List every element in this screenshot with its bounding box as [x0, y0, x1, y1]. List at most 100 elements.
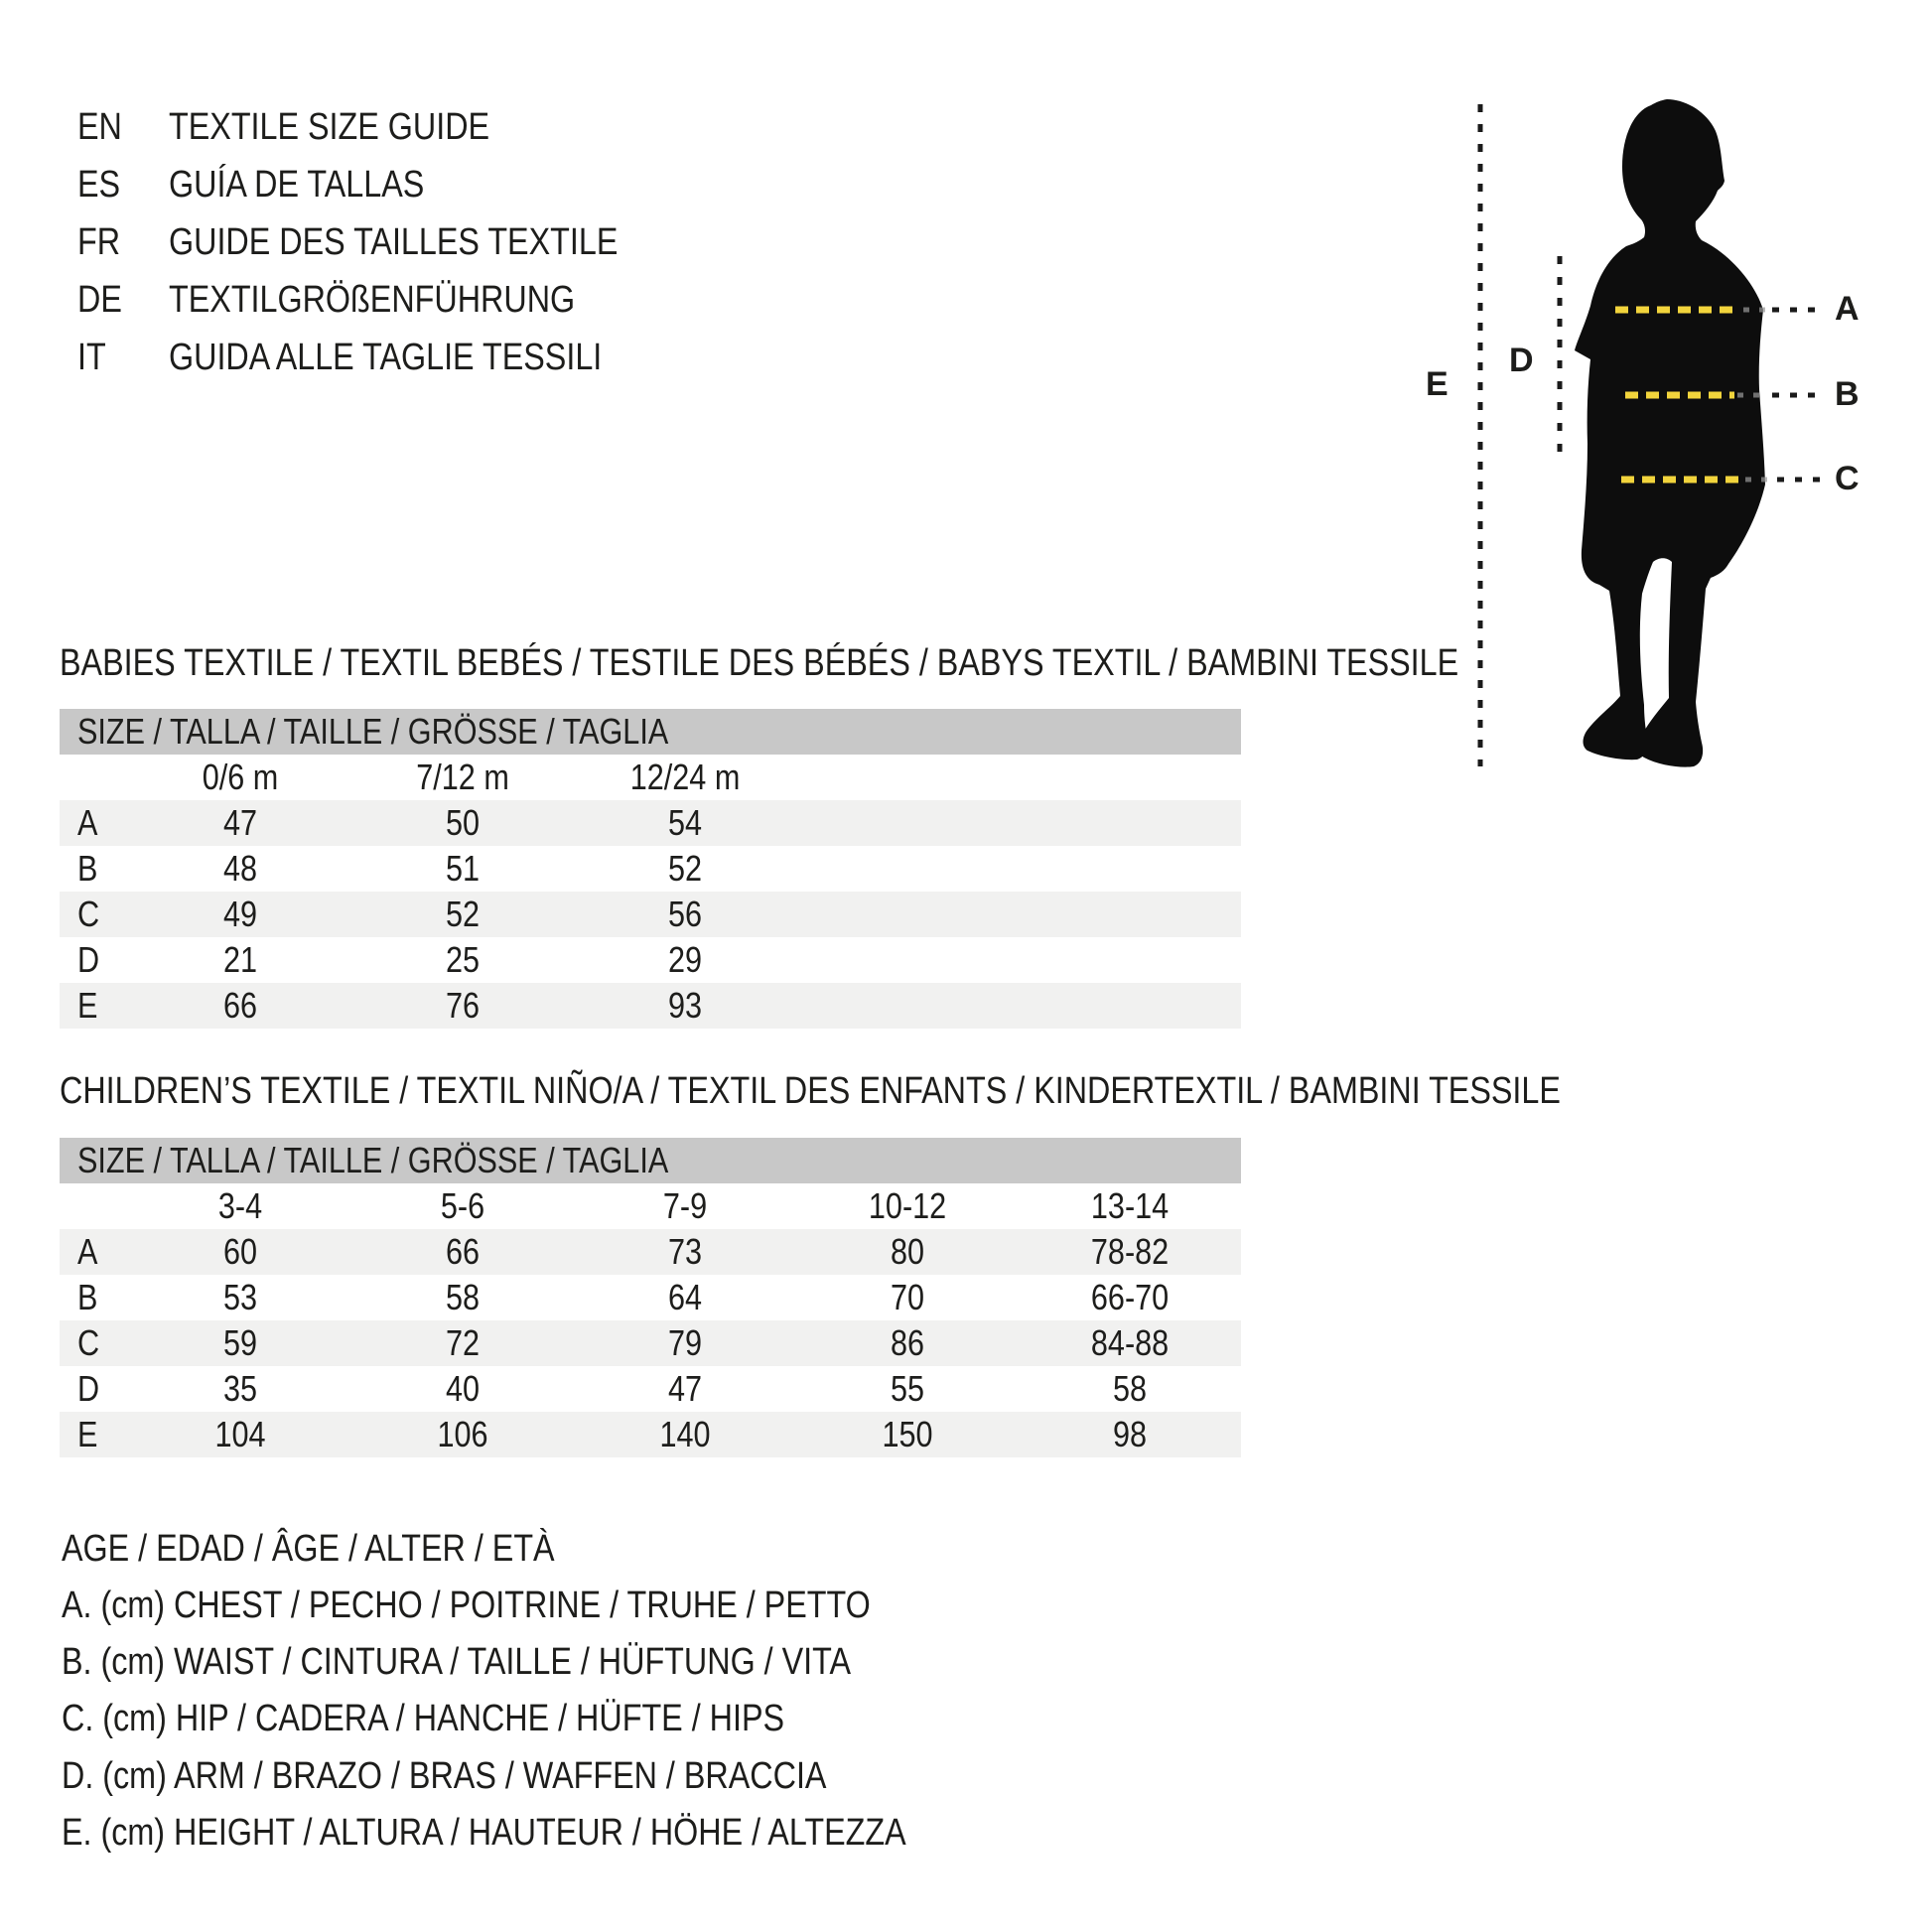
language-title: TEXTILE SIZE GUIDE	[169, 106, 490, 148]
cell: 58	[1112, 1368, 1148, 1409]
table-row: A 60 66 73 80 78-82	[60, 1229, 1241, 1275]
cell: 40	[445, 1368, 481, 1409]
cell: 52	[445, 894, 481, 934]
language-title: GUIDE DES TAILLES TEXTILE	[169, 221, 619, 263]
cell: 21	[222, 939, 258, 980]
cell: 47	[222, 802, 258, 843]
row-label: C	[77, 894, 100, 934]
cell: 58	[445, 1277, 481, 1317]
legend-arm: D. (cm) ARM / BRAZO / BRAS / WAFFEN / BR…	[62, 1755, 827, 1797]
cell: 93	[667, 985, 703, 1026]
cell: 80	[890, 1231, 925, 1272]
language-title: GUIDA ALLE TAGLIE TESSILI	[169, 337, 603, 378]
cell: 73	[667, 1231, 703, 1272]
figure-label-A: A	[1835, 290, 1860, 328]
legend-hip: C. (cm) HIP / CADERA / HANCHE / HÜFTE / …	[62, 1698, 785, 1739]
row-label: D	[77, 1368, 100, 1409]
language-title: TEXTILGRÖßENFÜHRUNG	[169, 279, 576, 321]
row-label: B	[77, 1277, 98, 1317]
cell: 56	[667, 894, 703, 934]
size-band-text: SIZE / TALLA / TAILLE / GRÖSSE / TAGLIA	[77, 1140, 669, 1180]
child-silhouette	[1575, 99, 1765, 767]
row-label: C	[77, 1322, 100, 1363]
table-row: B 53 58 64 70 66-70	[60, 1275, 1241, 1320]
legend-chest: A. (cm) CHEST / PECHO / POITRINE / TRUHE…	[62, 1585, 871, 1626]
column-header: 3-4	[217, 1185, 263, 1226]
children-section-heading: CHILDREN’S TEXTILE / TEXTIL NIÑO/A / TEX…	[60, 1069, 1826, 1113]
table-row: E 66 76 93	[60, 983, 1241, 1029]
cell: 47	[667, 1368, 703, 1409]
language-row-en: EN TEXTILE SIZE GUIDE	[77, 103, 546, 151]
cell: 60	[222, 1231, 258, 1272]
cell: 54	[667, 802, 703, 843]
table-row: D 35 40 47 55 58	[60, 1366, 1241, 1412]
legend-height: E. (cm) HEIGHT / ALTURA / HAUTEUR / HÖHE…	[62, 1812, 906, 1854]
language-code: FR	[77, 221, 121, 263]
figure-label-B: B	[1835, 375, 1860, 413]
cell: 72	[445, 1322, 481, 1363]
cell: 52	[667, 848, 703, 889]
language-row-es: ES GUÍA DE TALLAS	[77, 161, 470, 208]
cell: 48	[222, 848, 258, 889]
babies-heading-text: BABIES TEXTILE / TEXTIL BEBÉS / TESTILE …	[60, 642, 1459, 684]
column-header: 12/24 m	[629, 757, 741, 797]
language-row-it: IT GUIDA ALLE TAGLIE TESSILI	[77, 334, 678, 381]
row-label: E	[77, 1414, 98, 1454]
cell: 66	[445, 1231, 481, 1272]
babies-size-table: SIZE / TALLA / TAILLE / GRÖSSE / TAGLIA …	[60, 709, 1241, 1029]
babies-column-header-row: 0/6 m 7/12 m 12/24 m	[60, 755, 1241, 800]
row-label: B	[77, 848, 98, 889]
column-header: 5-6	[440, 1185, 485, 1226]
babies-table-header-band: SIZE / TALLA / TAILLE / GRÖSSE / TAGLIA	[60, 709, 1241, 755]
cell: 76	[445, 985, 481, 1026]
cell: 70	[890, 1277, 925, 1317]
cell: 140	[659, 1414, 711, 1454]
language-row-de: DE TEXTILGRÖßENFÜHRUNG	[77, 276, 646, 324]
column-header: 7-9	[662, 1185, 708, 1226]
table-row: C 59 72 79 86 84-88	[60, 1320, 1241, 1366]
babies-section-heading: BABIES TEXTILE / TEXTIL BEBÉS / TESTILE …	[60, 641, 1706, 685]
column-header: 10-12	[868, 1185, 947, 1226]
cell: 150	[882, 1414, 933, 1454]
table-row: C 49 52 56	[60, 892, 1241, 937]
figure-label-C: C	[1835, 460, 1860, 497]
table-row: A 47 50 54	[60, 800, 1241, 846]
cell: 78-82	[1090, 1231, 1170, 1272]
cell: 64	[667, 1277, 703, 1317]
language-code: DE	[77, 279, 122, 321]
language-code: IT	[77, 337, 106, 378]
figure-label-D: D	[1509, 342, 1534, 379]
cell: 66	[222, 985, 258, 1026]
measurement-figure	[1477, 99, 1825, 767]
cell: 49	[222, 894, 258, 934]
legend-age: AGE / EDAD / ÂGE / ALTER / ETÀ	[62, 1528, 555, 1570]
table-row: E 104 106 140 150 98	[60, 1412, 1241, 1457]
table-row: B 48 51 52	[60, 846, 1241, 892]
children-size-table: SIZE / TALLA / TAILLE / GRÖSSE / TAGLIA …	[60, 1138, 1241, 1457]
cell: 104	[214, 1414, 266, 1454]
cell: 106	[437, 1414, 488, 1454]
row-label: A	[77, 802, 98, 843]
column-header: 0/6 m	[202, 757, 279, 797]
language-code: EN	[77, 106, 122, 148]
cell: 59	[222, 1322, 258, 1363]
cell: 53	[222, 1277, 258, 1317]
cell: 98	[1112, 1414, 1148, 1454]
cell: 86	[890, 1322, 925, 1363]
figure-label-E: E	[1426, 365, 1449, 403]
cell: 79	[667, 1322, 703, 1363]
children-column-header-row: 3-4 5-6 7-9 10-12 13-14	[60, 1183, 1241, 1229]
row-label: A	[77, 1231, 98, 1272]
children-table-header-band: SIZE / TALLA / TAILLE / GRÖSSE / TAGLIA	[60, 1138, 1241, 1183]
children-heading-text: CHILDREN’S TEXTILE / TEXTIL NIÑO/A / TEX…	[60, 1070, 1561, 1112]
cell: 35	[222, 1368, 258, 1409]
cell: 50	[445, 802, 481, 843]
table-row: D 21 25 29	[60, 937, 1241, 983]
legend-waist: B. (cm) WAIST / CINTURA / TAILLE / HÜFTU…	[62, 1641, 852, 1683]
language-code: ES	[77, 164, 121, 206]
cell: 25	[445, 939, 481, 980]
row-label: D	[77, 939, 100, 980]
language-row-fr: FR GUIDE DES TAILLES TEXTILE	[77, 218, 697, 266]
cell: 29	[667, 939, 703, 980]
